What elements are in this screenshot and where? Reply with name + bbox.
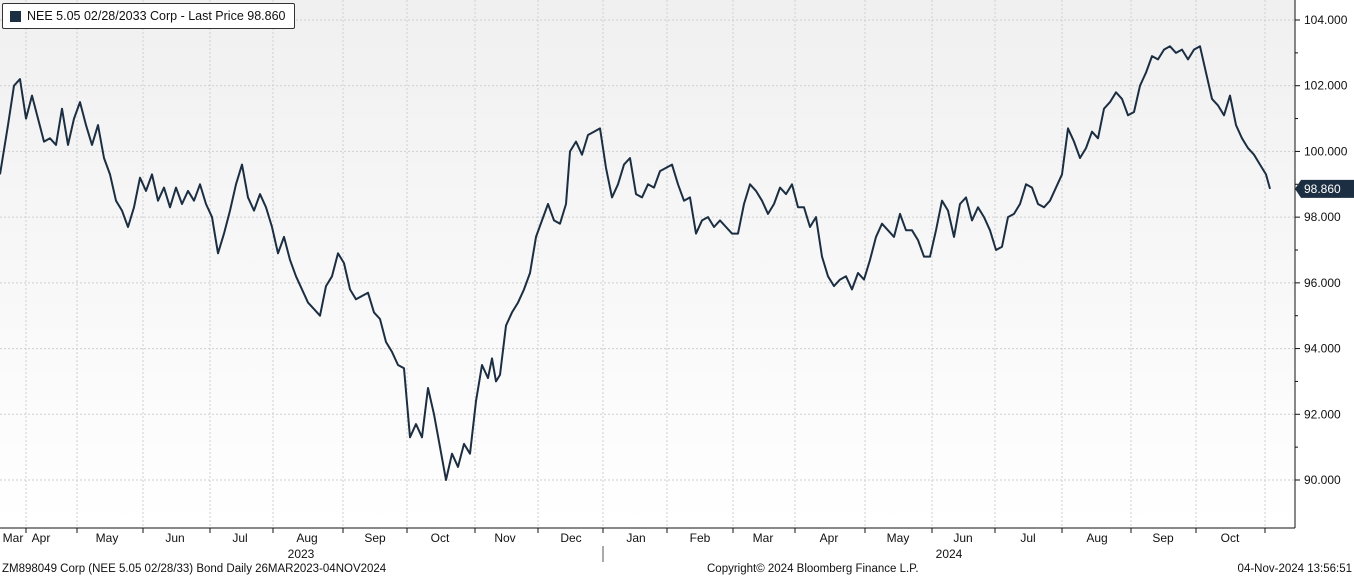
y-axis-labels: 104.000 102.000 100.000 98.000 96.000 94.000 9…: [1295, 13, 1348, 487]
x-month-label: Jun: [165, 531, 184, 545]
y-tick-label: 98.000: [1304, 210, 1341, 224]
legend-swatch: [10, 10, 21, 22]
x-month-label: Nov: [494, 531, 515, 545]
price-series-line: [0, 45, 1271, 481]
x-month-label: Aug: [1086, 531, 1107, 545]
y-tick-label: 94.000: [1304, 342, 1341, 356]
last-price-tag: [1295, 179, 1354, 198]
axes: [0, 0, 1296, 529]
y-tick-label: 104.000: [1304, 13, 1348, 27]
x-month-label: Mar: [3, 531, 24, 545]
x-axis-labels: Mar Apr May Jun Jul Aug Sep Oct Nov Dec Jan Feb Mar A…: [3, 528, 1266, 562]
y-tick-label: 102.000: [1304, 79, 1348, 93]
y-tick-label: 90.000: [1304, 473, 1341, 487]
x-month-label: Jul: [232, 531, 247, 545]
x-month-label: Sep: [364, 531, 386, 545]
x-month-label: Jun: [953, 531, 972, 545]
x-month-label: Mar: [753, 531, 774, 545]
x-month-label: Jul: [1020, 531, 1035, 545]
footer-timestamp: 04-Nov-2024 13:56:51: [1237, 563, 1352, 575]
x-year-label: 2024: [936, 547, 963, 561]
x-month-label: Oct: [431, 531, 450, 545]
y-tick-label: 92.000: [1304, 407, 1341, 421]
grid: [0, 0, 1295, 528]
x-month-label: Apr: [32, 531, 51, 545]
x-month-label: Apr: [820, 531, 839, 545]
x-year-label: 2023: [288, 547, 315, 561]
x-month-label: Jan: [626, 531, 645, 545]
x-month-label: May: [887, 531, 910, 545]
x-month-label: Feb: [690, 531, 711, 545]
last-price-marker: 98.860: [1295, 179, 1354, 198]
x-month-label: Dec: [560, 531, 581, 545]
last-price-tag-text: 98.860: [1304, 182, 1341, 196]
plot-background: [0, 0, 1295, 528]
x-month-label: Aug: [296, 531, 317, 545]
footer-security-info: ZM898049 Corp (NEE 5.05 02/28/33) Bond D…: [2, 563, 387, 575]
legend: NEE 5.05 02/28/2033 Corp - Last Price 98…: [2, 3, 295, 29]
y-tick-label: 100.000: [1304, 144, 1348, 158]
x-month-label: Oct: [1221, 531, 1240, 545]
footer-copyright: Copyright© 2024 Bloomberg Finance L.P.: [707, 563, 919, 575]
x-month-label: Sep: [1152, 531, 1174, 545]
legend-label: NEE 5.05 02/28/2033 Corp - Last Price 98…: [27, 9, 286, 23]
x-month-label: May: [96, 531, 119, 545]
y-tick-label: 96.000: [1304, 276, 1341, 290]
